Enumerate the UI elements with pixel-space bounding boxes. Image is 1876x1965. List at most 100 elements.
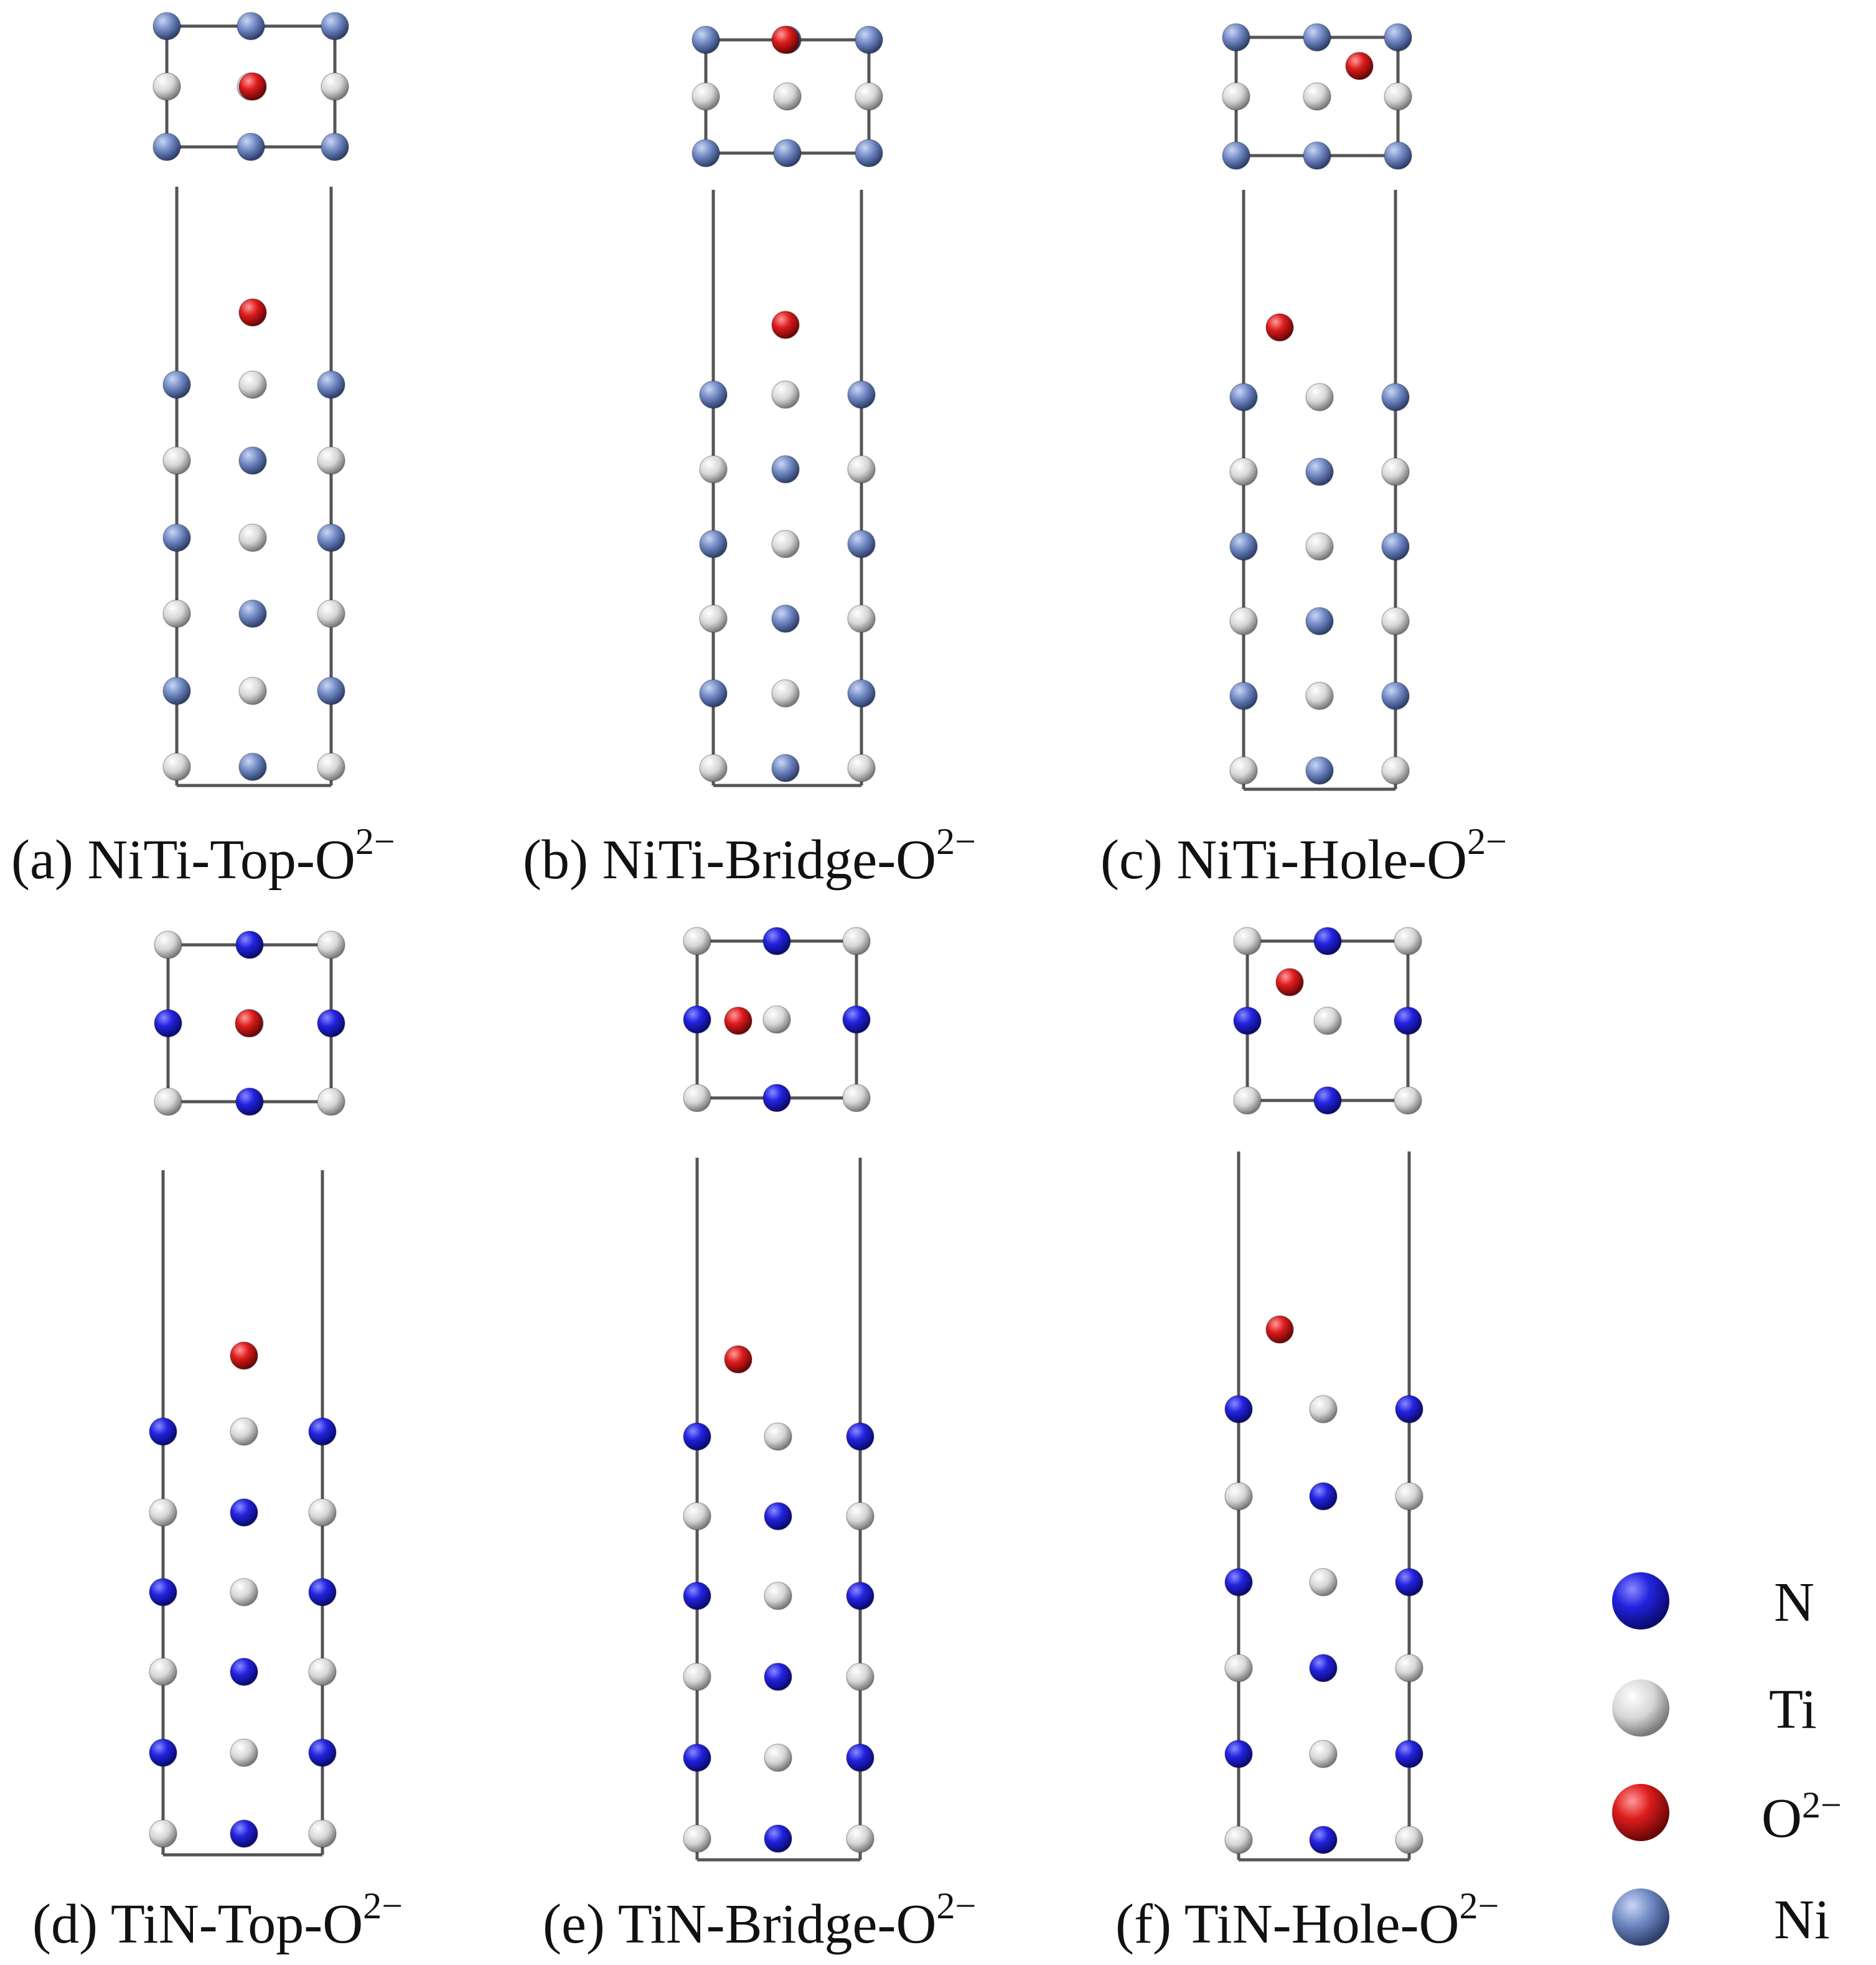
atom-ni	[1222, 141, 1250, 170]
atom-ni	[238, 446, 267, 475]
atom-ti	[317, 931, 345, 959]
atom-n	[317, 1009, 345, 1038]
legend-text: O	[1761, 1788, 1802, 1849]
atom-ni	[771, 754, 800, 782]
atom-ti	[149, 1498, 177, 1527]
atom-ti	[149, 1658, 177, 1686]
atom-ti	[308, 1819, 337, 1848]
atom-ti	[154, 1087, 182, 1116]
atom-n	[683, 1422, 711, 1451]
atom-ti	[771, 679, 800, 708]
atom-o	[238, 298, 267, 327]
atom-ti	[846, 1663, 875, 1691]
atom-ti	[846, 1502, 875, 1531]
caption-sup: 2−	[936, 1885, 977, 1926]
atom-o	[724, 1006, 753, 1035]
atom-n	[846, 1422, 875, 1451]
atom-ni	[162, 523, 191, 552]
atom-ti	[1305, 682, 1334, 710]
caption-letter: (e)	[543, 1893, 605, 1955]
atom-ni	[1303, 23, 1331, 52]
atom-n	[683, 1743, 711, 1772]
atom-ti	[1229, 607, 1258, 635]
legend-sup: 2−	[1802, 1784, 1842, 1826]
atom-ti	[764, 1582, 792, 1610]
atom-ti	[1381, 607, 1410, 635]
atom-n	[235, 931, 264, 959]
atom-ni	[847, 530, 876, 558]
legend-sphere-n	[1612, 1572, 1669, 1630]
caption-letter: (c)	[1100, 829, 1163, 891]
atom-ti	[238, 370, 267, 399]
atom-n	[764, 1663, 792, 1691]
atom-ni	[1222, 23, 1250, 52]
atom-o	[1265, 1315, 1294, 1344]
atom-ti	[230, 1578, 258, 1606]
atoms	[149, 12, 1669, 1946]
atom-ti	[317, 753, 345, 781]
caption-name: TiN-Bridge-O	[617, 1893, 937, 1955]
atom-n	[1224, 1395, 1253, 1423]
atom-ni	[771, 455, 800, 484]
atom-ni	[1229, 682, 1258, 710]
atom-ti	[1224, 1482, 1253, 1511]
legend-label-ti: Ti	[1769, 1682, 1817, 1738]
atom-n	[683, 1582, 711, 1610]
atom-ni	[317, 370, 345, 399]
atom-ni	[855, 26, 883, 54]
caption-name: NiTi-Hole-O	[1176, 829, 1468, 891]
atom-ni	[238, 599, 267, 628]
caption-sup: 2−	[355, 821, 395, 862]
legend-label-ni: Ni	[1774, 1892, 1830, 1948]
atom-ti	[699, 604, 728, 633]
atom-ti	[1309, 1395, 1338, 1423]
caption-letter: (d)	[32, 1893, 98, 1955]
atom-ni	[771, 604, 800, 633]
atom-n	[762, 927, 791, 955]
atom-ti	[683, 927, 711, 955]
caption-b: (b) NiTi-Bridge-O2−	[523, 823, 976, 888]
atom-ni	[237, 12, 265, 40]
atom-n	[1395, 1395, 1423, 1423]
atom-ti	[764, 1422, 792, 1451]
atom-ni	[1305, 607, 1334, 635]
atom-ti	[317, 1087, 345, 1116]
atom-o	[1265, 313, 1294, 342]
legend-label-n: N	[1774, 1575, 1814, 1631]
atom-ti	[847, 455, 876, 484]
atom-ti	[847, 754, 876, 782]
atom-ti	[1395, 1826, 1423, 1854]
atom-n	[235, 1087, 264, 1116]
atom-ti	[308, 1658, 337, 1686]
atom-ti	[1381, 756, 1410, 785]
atom-ti	[149, 1819, 177, 1848]
atom-ni	[1305, 756, 1334, 785]
atom-ti	[773, 82, 802, 111]
atom-ti	[1395, 1482, 1423, 1511]
atom-ti	[1229, 756, 1258, 785]
caption-sup: 2−	[1467, 821, 1507, 862]
atom-ti	[1303, 82, 1331, 111]
atom-ni	[699, 530, 728, 558]
atom-n	[1394, 1006, 1422, 1035]
atom-ti	[1394, 927, 1422, 955]
atom-n	[149, 1738, 177, 1767]
atom-n	[1395, 1740, 1423, 1768]
atom-ni	[1229, 532, 1258, 561]
atom-n	[1309, 1482, 1338, 1511]
caption-letter: (f)	[1115, 1893, 1171, 1955]
atom-ni	[1384, 23, 1412, 52]
atom-n	[764, 1502, 792, 1531]
legend-sphere-ti	[1612, 1679, 1669, 1737]
atom-ti	[154, 931, 182, 959]
atom-ti	[1229, 457, 1258, 486]
atom-ti	[230, 1738, 258, 1767]
atom-n	[1313, 927, 1342, 955]
atom-ti	[842, 927, 871, 955]
atom-ti	[162, 446, 191, 475]
atom-n	[1313, 1086, 1342, 1115]
legend-text: Ti	[1769, 1679, 1817, 1740]
atom-ti	[683, 1502, 711, 1531]
atom-ti	[1222, 82, 1250, 111]
caption-sup: 2−	[1459, 1885, 1499, 1926]
